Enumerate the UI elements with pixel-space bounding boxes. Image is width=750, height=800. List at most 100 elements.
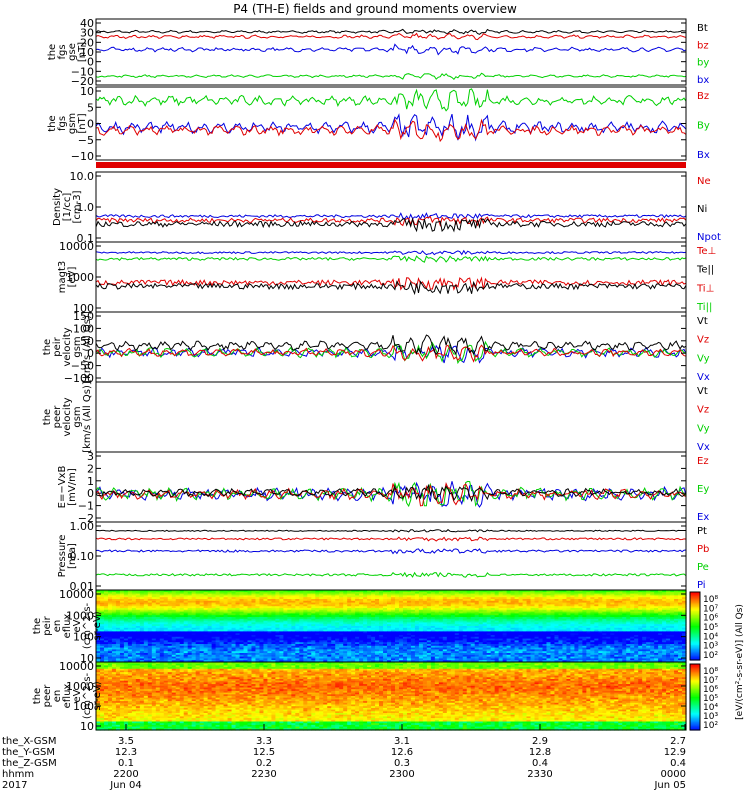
spectrogram-cell <box>450 629 456 632</box>
spectrogram-cell <box>486 617 492 620</box>
spectrogram-cell <box>255 593 261 596</box>
spectrogram-cell <box>127 617 133 620</box>
spectrogram-cell <box>662 631 667 634</box>
spectrogram-cell <box>387 635 392 638</box>
spectrogram-cell <box>199 620 205 623</box>
spectrogram-cell <box>510 593 516 596</box>
spectrogram-cell <box>123 622 129 625</box>
spectrogram-cell <box>195 590 201 593</box>
spectrogram-cell <box>111 636 117 640</box>
spectrogram-cell <box>179 597 185 600</box>
spectrogram-cell <box>287 590 292 593</box>
spectrogram-cell <box>654 622 659 625</box>
spectrogram-cell <box>147 593 153 596</box>
spectrogram-cell <box>335 626 340 629</box>
spectrogram-cell <box>650 633 655 636</box>
spectrogram-cell <box>323 618 328 622</box>
spectrogram-cell <box>375 633 380 636</box>
spectrogram-cell <box>486 618 492 622</box>
spectrogram-cell <box>375 626 380 629</box>
spectrogram-cell <box>195 591 201 595</box>
spectrogram-cell <box>131 617 137 620</box>
spectrogram-cell <box>155 600 161 604</box>
spectrogram-cell <box>522 635 528 638</box>
spectrogram-cell <box>658 602 663 605</box>
spectrogram-cell <box>179 602 185 605</box>
spectrogram-cell <box>486 591 492 595</box>
spectrogram-cell <box>526 590 532 593</box>
spectrogram-cell <box>470 606 476 609</box>
spectrogram-cell <box>666 590 671 593</box>
spectrogram-cell <box>159 622 165 625</box>
spectrogram-cell <box>179 627 185 631</box>
spectrogram-cell <box>167 602 173 605</box>
spectrogram-cell <box>147 624 153 627</box>
spectrogram-cell <box>263 606 269 609</box>
spectrogram-cell <box>450 599 456 602</box>
spectrogram-cell <box>259 629 265 632</box>
spectrogram-cell <box>418 620 424 623</box>
spectrogram-cell <box>490 627 496 631</box>
spectrogram-cell <box>131 613 137 616</box>
spectrogram-cell <box>454 627 460 631</box>
spectrogram-cell <box>562 622 568 625</box>
spectrogram-cell <box>618 604 623 607</box>
spectrogram-cell <box>331 626 336 629</box>
spectrogram-cell <box>414 631 420 634</box>
spectrogram-cell <box>231 617 237 620</box>
spectrogram-cell <box>478 624 484 627</box>
spectrogram-cell <box>594 593 599 596</box>
spectrogram-cell <box>311 618 316 622</box>
spectrogram-cell <box>371 622 376 625</box>
spectrogram-cell <box>642 626 647 629</box>
spectrogram-cell <box>159 626 165 629</box>
spectrogram-cell <box>650 606 655 609</box>
spectrogram-cell <box>199 627 205 631</box>
spectrogram-cell <box>646 624 651 627</box>
spectrogram-cell <box>239 620 245 623</box>
spectrogram-cell <box>211 609 217 613</box>
spectrogram-cell <box>255 620 261 623</box>
spectrogram-cell <box>275 590 280 593</box>
spectrogram-cell <box>510 633 516 636</box>
spectrogram-cell <box>430 606 436 609</box>
spectrogram-cell <box>434 622 440 625</box>
spectrogram-cell <box>566 591 571 595</box>
spectrogram-cell <box>327 633 332 636</box>
spectrogram-cell <box>251 609 257 613</box>
spectrogram-cell <box>115 611 121 614</box>
spectrogram-cell <box>650 593 655 596</box>
spectrogram-cell <box>103 590 109 593</box>
spectrogram-cell <box>355 595 360 598</box>
spectrogram-cell <box>618 629 623 632</box>
spectrogram-cell <box>530 622 536 625</box>
spectrogram-cell <box>658 606 663 609</box>
spectrogram-cell <box>450 627 456 631</box>
spectrogram-cell <box>682 604 687 607</box>
spectrogram-cell <box>510 617 516 620</box>
spectrogram-cell <box>538 611 544 614</box>
spectrogram-cell <box>454 597 460 600</box>
spectrogram-cell <box>482 624 488 627</box>
spectrogram-cell <box>434 604 440 607</box>
spectrogram-cell <box>291 615 296 618</box>
spectrogram-cell <box>446 590 452 593</box>
spectrogram-cell <box>642 593 647 596</box>
spectrogram-cell <box>219 626 225 629</box>
spectrogram-cell <box>291 591 296 595</box>
spectrogram-cell <box>426 611 432 614</box>
spectrogram-cell <box>550 593 556 596</box>
spectrogram-cell <box>179 617 185 620</box>
spectrogram-cell <box>646 604 651 607</box>
spectrogram-cell <box>478 609 484 613</box>
spectrogram-cell <box>650 611 655 614</box>
y-tick-label: 0.01 <box>70 580 95 593</box>
spectrogram-cell <box>610 620 615 623</box>
spectrogram-cell <box>486 633 492 636</box>
spectrogram-cell <box>279 624 284 627</box>
spectrogram-cell <box>574 613 579 616</box>
spectrogram-cell <box>303 591 308 595</box>
spectrogram-cell <box>379 604 384 607</box>
spectrogram-cell <box>498 611 504 614</box>
spectrogram-cell <box>235 602 241 605</box>
